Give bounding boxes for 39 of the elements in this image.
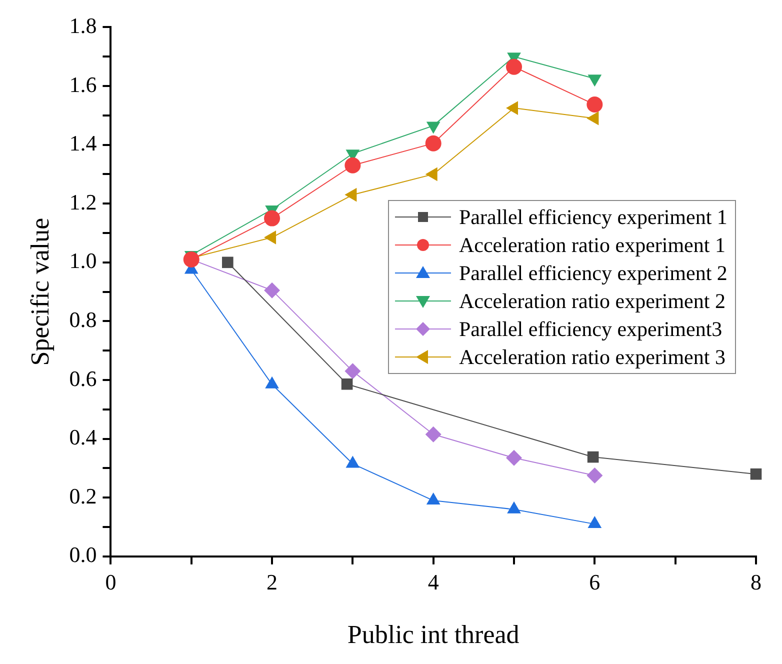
legend-label: Parallel efficiency experiment 1	[459, 204, 728, 230]
legend-label: Parallel efficiency experiment 2	[459, 260, 728, 286]
x-axis-title: Public int thread	[347, 620, 520, 650]
point	[506, 450, 522, 466]
y-tick-label: 0.4	[69, 424, 97, 450]
y-tick-label: 1.6	[69, 72, 97, 97]
y-tick-label: 0.2	[69, 483, 97, 508]
point	[425, 135, 442, 152]
y-tick-label: 0.0	[69, 542, 97, 568]
point	[587, 451, 599, 463]
point	[506, 58, 522, 75]
point	[344, 157, 361, 174]
y-tick-label: 0.8	[69, 306, 97, 332]
y-tick-label: 1.4	[69, 130, 97, 156]
point	[586, 468, 603, 484]
point	[750, 468, 762, 480]
y-axis-title: Specific value	[25, 218, 54, 366]
point	[586, 96, 603, 113]
y-tick-label: 0.6	[69, 366, 97, 391]
point	[426, 492, 440, 505]
legend-label: Acceleration ratio experiment 2	[459, 288, 726, 314]
point	[264, 282, 280, 298]
x-tick-label: 6	[589, 569, 600, 594]
point	[222, 256, 234, 268]
legend-label: Acceleration ratio experiment 3	[459, 344, 726, 370]
y-tick-label: 1.2	[69, 189, 97, 214]
legend-label: Parallel efficiency experiment3	[459, 316, 722, 342]
x-tick-label: 4	[428, 569, 439, 594]
point	[588, 516, 602, 528]
point	[341, 378, 353, 390]
point	[344, 363, 361, 380]
x-tick-label: 2	[266, 569, 278, 594]
y-tick-label: 1.8	[69, 12, 97, 38]
y-tick-label: 1.0	[69, 248, 97, 274]
point	[264, 210, 280, 226]
legend-label: Acceleration ratio experiment 1	[459, 232, 726, 258]
point	[425, 426, 442, 442]
x-tick-label: 8	[750, 569, 762, 594]
x-tick-label: 0	[105, 569, 116, 594]
